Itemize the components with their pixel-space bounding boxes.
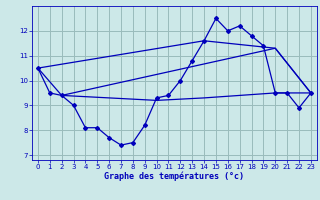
X-axis label: Graphe des températures (°c): Graphe des températures (°c): [104, 172, 244, 181]
